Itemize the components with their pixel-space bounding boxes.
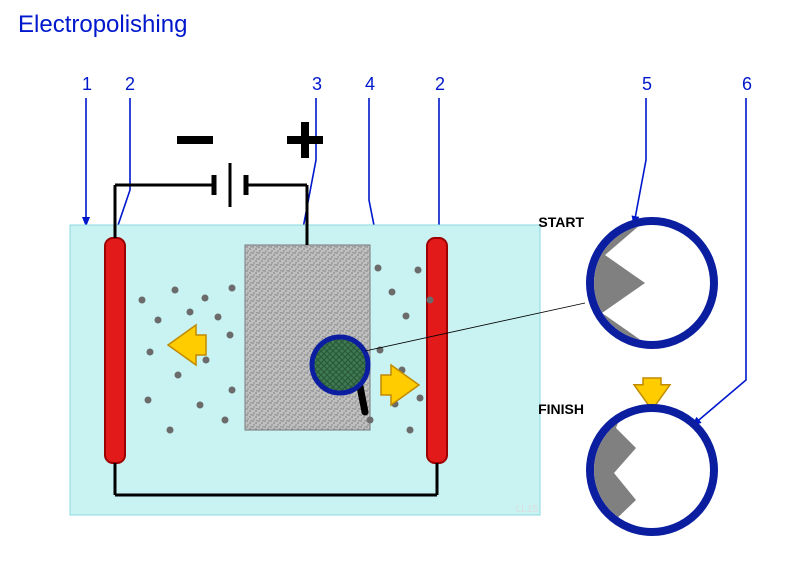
callout-n6: 6: [742, 74, 752, 94]
watermark: LL15: [516, 504, 539, 515]
cathode-right: [427, 238, 447, 463]
page-title: Electropolishing: [18, 11, 187, 38]
finish-surface-circle: [590, 408, 714, 532]
plus-icon: [287, 122, 323, 158]
polarity-signs: [177, 122, 323, 158]
finish-label: FINISH: [538, 401, 584, 417]
callout-n4: 4: [365, 74, 375, 94]
callout-n3: 3: [312, 74, 322, 94]
start-label: START: [538, 214, 584, 230]
callout-n1: 1: [82, 74, 92, 94]
minus-icon: [177, 136, 213, 144]
electropolishing-diagram: Electropolishing 1 2 3 4 2 5 6 START FINISH LL…: [0, 0, 791, 581]
cathode-left: [105, 238, 125, 463]
start-surface-circle: [590, 221, 714, 345]
callout-n2a: 2: [125, 74, 135, 94]
callout-n2b: 2: [435, 74, 445, 94]
callout-line-n5: [634, 98, 646, 224]
callout-n5: 5: [642, 74, 652, 94]
